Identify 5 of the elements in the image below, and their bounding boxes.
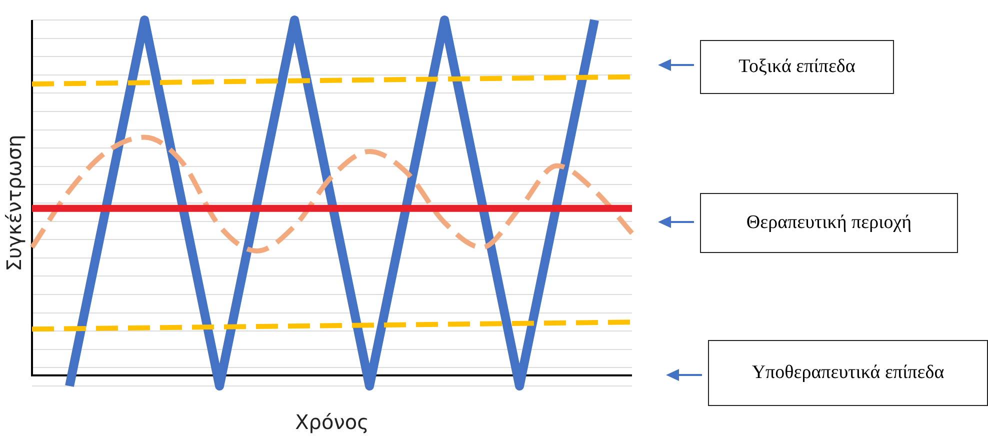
text: Θεραπευτική περιοχή bbox=[700, 193, 958, 253]
y-axis-title: Συγκέντρωση bbox=[2, 134, 26, 272]
x-axis-title: Χρόνος bbox=[295, 410, 369, 434]
text: Τοξικά επίπεδα bbox=[700, 40, 894, 94]
text: Υποθεραπευτικά επίπεδα bbox=[708, 340, 988, 406]
